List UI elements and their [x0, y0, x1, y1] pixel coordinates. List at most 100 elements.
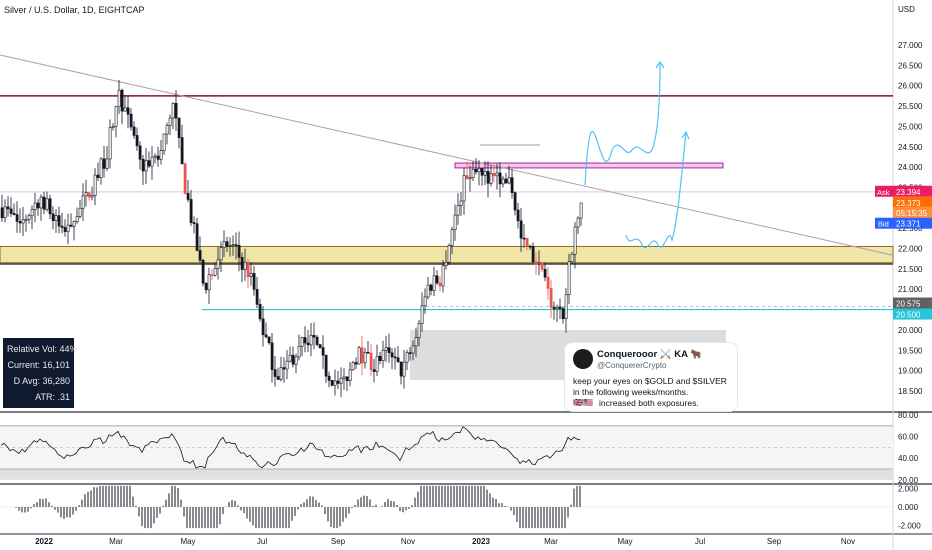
- candle-body: [324, 354, 328, 377]
- candle-body: [231, 244, 235, 246]
- candle-body: [93, 174, 97, 196]
- candle-body: [198, 250, 202, 261]
- candle-body: [126, 107, 130, 115]
- bullish-projection-path: [584, 61, 661, 186]
- candle-body: [90, 195, 94, 198]
- candle-body: [60, 225, 64, 228]
- candle-body: [75, 216, 79, 222]
- candle-body: [219, 247, 223, 261]
- bid-price-tag-bg: [893, 217, 932, 229]
- candle-body: [555, 306, 559, 310]
- candle-body: [96, 174, 100, 178]
- candle-body: [222, 241, 226, 249]
- candle-body: [459, 200, 463, 206]
- candle-body: [129, 113, 133, 128]
- time-tick-label: Jul: [257, 537, 267, 546]
- candle-body: [339, 378, 343, 384]
- time-tick-label: May: [617, 537, 632, 546]
- time-tick-label: 2023: [472, 537, 490, 546]
- candle-body: [456, 205, 460, 216]
- candle-body: [3, 206, 7, 219]
- candle-body: [171, 102, 175, 119]
- candle-body: [24, 218, 28, 221]
- candle-body: [150, 156, 154, 167]
- candle-body: [102, 158, 106, 169]
- descending-trendline: [0, 54, 893, 256]
- candle-body: [18, 221, 22, 224]
- candle-body: [192, 222, 196, 225]
- candle-body: [81, 195, 85, 209]
- candle-body: [15, 214, 19, 222]
- current-volume: Current: 16,101: [7, 360, 70, 370]
- candle-body: [261, 318, 265, 336]
- candle-body: [573, 226, 577, 255]
- candle-body: [30, 209, 34, 217]
- ask-tag-label-bg: [875, 185, 893, 197]
- flag-icon: 🇬🇧🇺🇸: [573, 398, 593, 407]
- candle-body: [327, 375, 331, 381]
- candle-body: [441, 265, 445, 287]
- candle-body: [165, 125, 169, 135]
- candle-body: [117, 89, 121, 108]
- candle-body: [471, 168, 475, 178]
- last-price-tag: 23.373: [896, 199, 921, 208]
- candle-body: [141, 158, 145, 172]
- arrow-head-icon: [681, 130, 690, 140]
- candle-body: [528, 245, 532, 248]
- candle-body: [174, 102, 178, 119]
- candle-body: [267, 336, 271, 344]
- ask-price-tag-bg: [893, 185, 932, 197]
- candle-body: [189, 199, 193, 223]
- candle-body: [375, 355, 379, 372]
- candle-body: [486, 170, 490, 184]
- candle-body: [9, 208, 13, 214]
- candle-body: [531, 246, 535, 263]
- alternate-projection-path: [625, 131, 687, 248]
- candle-body: [0, 207, 4, 219]
- level-price-tag-bg: [893, 297, 932, 309]
- candle-body: [372, 369, 376, 372]
- candle-body: [300, 337, 304, 347]
- candle-body: [186, 193, 190, 200]
- embedded-tweet[interactable]: Conquerooor ⚔️ KA 🐂 @ConquererCrypto kee…: [564, 342, 738, 412]
- tweet-text-partial: increased both exposures.: [599, 398, 699, 408]
- candle-body: [42, 196, 46, 210]
- tweet-author-handle: @ConquererCrypto: [597, 361, 667, 370]
- candle-body: [513, 192, 517, 211]
- candle-body: [294, 356, 298, 365]
- candle-body: [303, 337, 307, 344]
- time-tick-label: Jul: [695, 537, 705, 546]
- time-tick-label: Mar: [109, 537, 123, 546]
- candle-body: [507, 177, 511, 184]
- candle-body: [435, 275, 439, 284]
- candle-body: [387, 347, 391, 354]
- level-price-tag: 20.575: [896, 299, 921, 308]
- candle-body: [45, 198, 49, 210]
- candle-body: [351, 362, 355, 371]
- cyan-level-tag-bg: [893, 308, 932, 320]
- rsi-oversold-zone: [0, 469, 893, 480]
- candle-body: [543, 269, 547, 278]
- volume-stats-box: Relative Vol: 44% Current: 16,101 D Avg:…: [3, 338, 78, 408]
- candle-body: [312, 335, 316, 338]
- candle-body: [354, 362, 358, 365]
- candle-body: [114, 106, 118, 127]
- candle-body: [564, 294, 568, 320]
- time-tick-label: Nov: [401, 537, 415, 546]
- arrow-head-icon: [655, 60, 665, 69]
- candle-body: [345, 376, 349, 381]
- countdown-tag-bg: [893, 206, 932, 218]
- candle-body: [270, 342, 274, 370]
- relative-volume: Relative Vol: 44%: [7, 344, 78, 354]
- candle-body: [99, 158, 103, 178]
- candle-body: [546, 276, 550, 289]
- candle-body: [429, 284, 433, 291]
- candle-body: [273, 369, 277, 377]
- candle-body: [579, 202, 583, 219]
- macd-histogram: [15, 485, 581, 529]
- candle-body: [249, 273, 253, 278]
- ask-price-tag: 23.394: [896, 188, 921, 197]
- candle-body: [309, 335, 313, 346]
- candle-body: [411, 345, 415, 354]
